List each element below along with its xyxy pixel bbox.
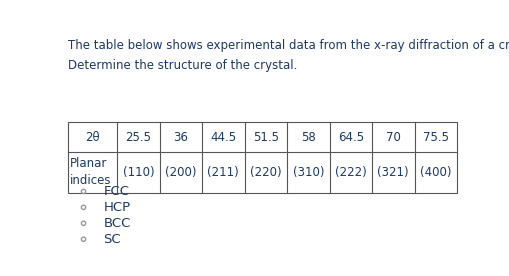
Text: Planar
indices: Planar indices xyxy=(70,157,111,187)
Text: HCP: HCP xyxy=(103,201,130,214)
Text: 25.5: 25.5 xyxy=(125,131,151,144)
Text: (200): (200) xyxy=(165,166,196,179)
Text: (321): (321) xyxy=(377,166,408,179)
Text: Determine the structure of the crystal.: Determine the structure of the crystal. xyxy=(68,59,297,72)
Text: (310): (310) xyxy=(292,166,323,179)
Text: FCC: FCC xyxy=(103,185,129,198)
Text: 58: 58 xyxy=(300,131,315,144)
Text: The table below shows experimental data from the x-ray diffraction of a crystal : The table below shows experimental data … xyxy=(68,39,509,52)
Text: BCC: BCC xyxy=(103,217,130,230)
Text: SC: SC xyxy=(103,233,121,246)
Text: 70: 70 xyxy=(385,131,400,144)
Text: (211): (211) xyxy=(207,166,239,179)
Text: 2θ: 2θ xyxy=(85,131,100,144)
Text: (110): (110) xyxy=(122,166,154,179)
Text: 51.5: 51.5 xyxy=(252,131,278,144)
Bar xyxy=(68,122,456,193)
Text: (222): (222) xyxy=(334,166,366,179)
Text: (400): (400) xyxy=(419,166,450,179)
Text: (220): (220) xyxy=(249,166,281,179)
Text: 64.5: 64.5 xyxy=(337,131,363,144)
Text: 75.5: 75.5 xyxy=(422,131,448,144)
Text: 44.5: 44.5 xyxy=(210,131,236,144)
Text: 36: 36 xyxy=(173,131,188,144)
